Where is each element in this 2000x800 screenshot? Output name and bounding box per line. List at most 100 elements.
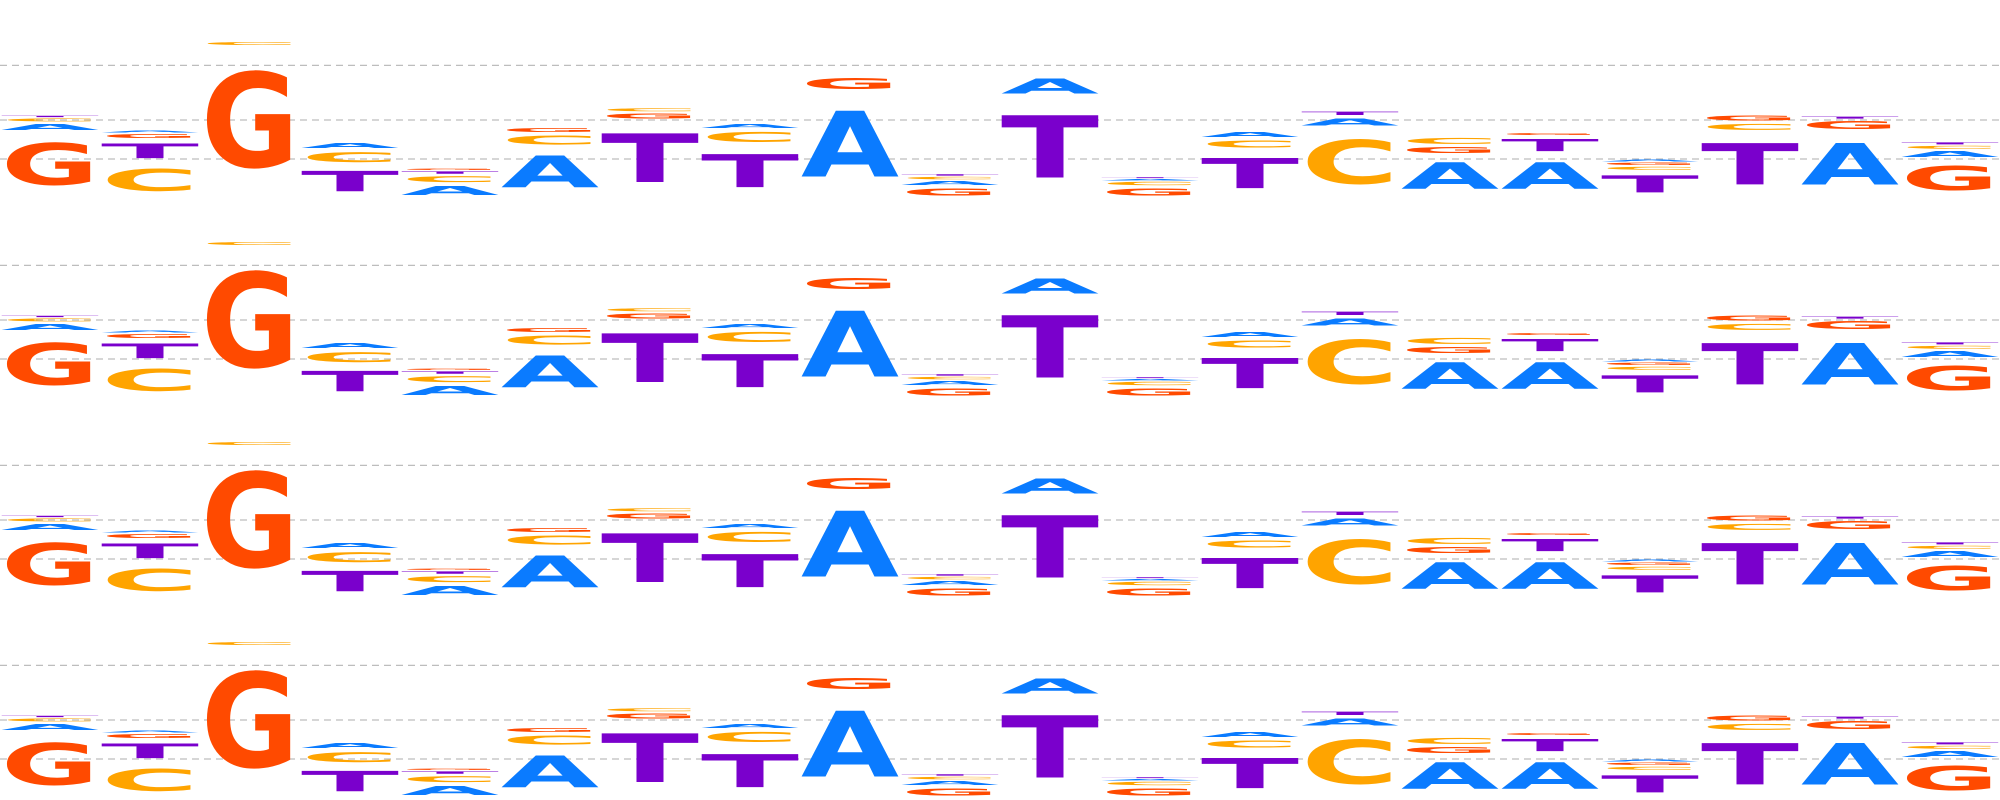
logo-letter-C: C: [1401, 136, 1499, 145]
logo-letter-C: C: [1101, 381, 1199, 386]
logo-letter-A: A: [1401, 155, 1499, 198]
logo-letter-T: T: [701, 545, 799, 598]
logo-letter-A: A: [701, 723, 799, 729]
logo-letter-A: A: [1201, 531, 1299, 539]
logo-letter-T: T: [1, 115, 99, 117]
logo-letter-G: G: [1501, 532, 1599, 535]
logo-letter-C: C: [1, 718, 99, 723]
logo-letter-C: C: [601, 508, 699, 513]
logo-letter-T: T: [901, 374, 999, 376]
logo-letter-A: A: [1201, 331, 1299, 339]
logo-letter-A: A: [1401, 355, 1499, 398]
logo-letter-C: C: [1101, 181, 1199, 186]
logo-letter-T: T: [401, 771, 499, 775]
logo-letter-T: T: [1201, 150, 1299, 198]
logo-letter-G: G: [1101, 186, 1199, 198]
logo-letter-G: G: [901, 586, 999, 598]
logo-letter-T: T: [1901, 142, 1999, 145]
logo-letter-C: C: [601, 108, 699, 113]
logo-letter-G: G: [501, 327, 599, 333]
logo-letter-T: T: [1, 315, 99, 317]
logo-letter-T: T: [1101, 777, 1199, 779]
logo-letter-C: C: [401, 175, 499, 184]
logo-letter-T: T: [1801, 116, 1899, 119]
logo-letter-T: T: [1001, 298, 1099, 398]
logo-letter-C: C: [301, 350, 399, 365]
logo-letter-A: A: [301, 542, 399, 550]
logo-letter-C: C: [1201, 739, 1299, 750]
logo-letter-A: A: [501, 748, 599, 798]
logo-letter-C: C: [901, 376, 999, 380]
logo-letter-C: C: [1601, 366, 1699, 371]
logo-letter-A: A: [901, 580, 999, 586]
logo-letter-A: A: [1301, 716, 1400, 728]
logo-letter-A: A: [901, 380, 999, 386]
logo-letter-T: T: [1801, 316, 1899, 319]
logo-letter-A: A: [1, 122, 99, 131]
logo-letter-C: C: [1201, 539, 1299, 550]
logo-letter-A: A: [701, 123, 799, 129]
logo-letter-G: G: [1501, 732, 1599, 735]
logo-letter-G: G: [1701, 315, 1799, 323]
logo-letter-G: G: [1, 132, 99, 198]
logo-letter-A: A: [1501, 355, 1599, 398]
logo-letter-T: T: [1301, 511, 1399, 516]
logo-letter-C: C: [1901, 345, 1999, 350]
logo-letter-T: T: [601, 321, 699, 398]
logo-letter-C: C: [1401, 536, 1499, 545]
logo-letter-A: A: [1601, 559, 1699, 562]
logo-letter-C: C: [101, 563, 199, 598]
logo-letter-T: T: [601, 721, 699, 798]
logo-letter-A: A: [701, 523, 799, 529]
logo-letter-C: C: [701, 530, 799, 545]
logo-letter-A: A: [1401, 755, 1499, 798]
logo-letter-T: T: [1601, 571, 1699, 598]
logo-letter-A: A: [1301, 316, 1400, 328]
logo-letter-T: T: [1701, 532, 1799, 598]
logo-letter-G: G: [201, 47, 299, 198]
logo-letter-C: C: [1901, 545, 1999, 550]
logo-letter-A: A: [1401, 555, 1499, 598]
logo-letter-G: G: [801, 676, 899, 693]
logo-letter-A: A: [701, 323, 799, 329]
logo-letter-A: A: [1101, 579, 1199, 581]
logo-letter-A: A: [101, 730, 199, 733]
logo-letter-T: T: [1301, 711, 1399, 716]
logo-letter-G: G: [1101, 786, 1199, 798]
logo-letter-A: A: [1801, 732, 1899, 798]
logo-letter-C: C: [1301, 129, 1399, 199]
logo-letter-G: G: [601, 512, 699, 520]
logo-letter-G: G: [1401, 546, 1499, 555]
logo-letter-A: A: [501, 348, 599, 398]
logo-letter-A: A: [1501, 155, 1599, 198]
logo-letter-A: A: [901, 180, 999, 186]
logo-letter-C: C: [701, 130, 799, 145]
logo-letter-T: T: [1101, 377, 1199, 379]
logo-letter-A: A: [1101, 179, 1199, 181]
logo-letter-G: G: [601, 112, 699, 120]
logo-letter-G: G: [1501, 132, 1599, 135]
logo-letter-G: G: [801, 476, 899, 493]
logo-letter-A: A: [1001, 675, 1099, 698]
logo-letter-C: C: [1301, 529, 1399, 599]
logo-letter-A: A: [1601, 359, 1699, 362]
logo-letter-C: C: [1701, 722, 1799, 731]
logo-letter-C: C: [201, 641, 299, 646]
logo-letter-G: G: [401, 768, 499, 770]
logo-letter-A: A: [1801, 132, 1899, 198]
logo-letter-T: T: [101, 140, 199, 163]
logo-letter-A: A: [1901, 750, 1999, 759]
logo-letter-A: A: [101, 530, 199, 533]
logo-letter-A: A: [1901, 350, 1999, 359]
logo-letter-A: A: [401, 784, 500, 798]
logo-letter-A: A: [401, 184, 500, 198]
logo-letter-G: G: [1101, 586, 1199, 598]
logo-letter-G: G: [401, 368, 499, 370]
logo-letter-G: G: [801, 76, 899, 93]
logo-letter-A: A: [1901, 150, 1999, 159]
